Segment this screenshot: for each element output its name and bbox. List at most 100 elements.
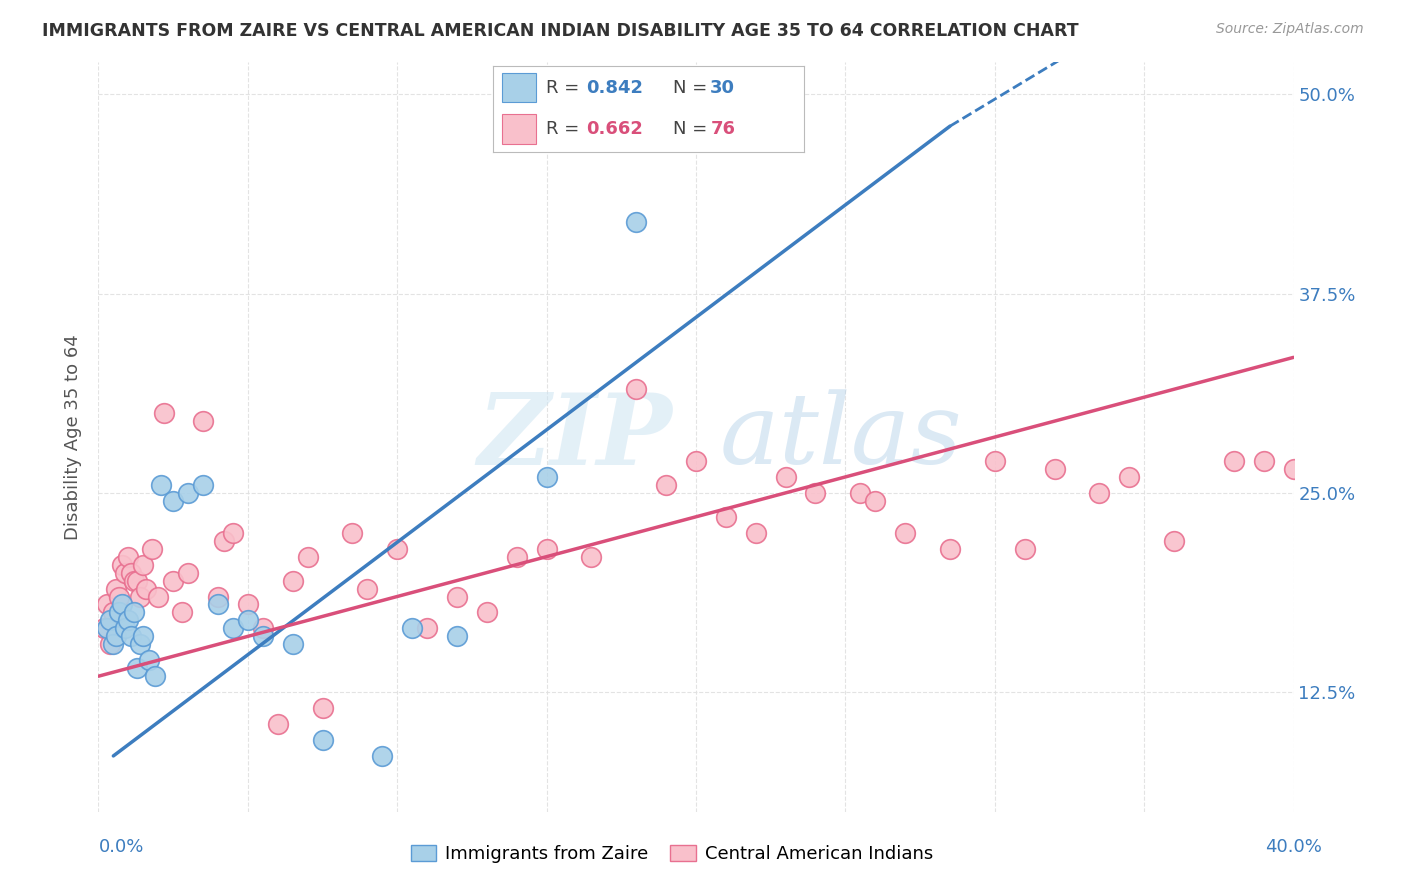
Point bbox=[120, 566, 142, 580]
Point bbox=[114, 621, 136, 635]
Point bbox=[281, 637, 304, 651]
Point bbox=[446, 629, 468, 643]
Point bbox=[111, 598, 134, 612]
Point bbox=[1088, 486, 1111, 500]
Point bbox=[150, 478, 173, 492]
Point bbox=[172, 606, 194, 620]
Point bbox=[162, 574, 184, 588]
Point bbox=[177, 486, 200, 500]
Point bbox=[191, 414, 214, 428]
Point bbox=[162, 493, 184, 508]
Point bbox=[1327, 382, 1350, 396]
Text: IMMIGRANTS FROM ZAIRE VS CENTRAL AMERICAN INDIAN DISABILITY AGE 35 TO 64 CORRELA: IMMIGRANTS FROM ZAIRE VS CENTRAL AMERICA… bbox=[42, 22, 1078, 40]
Point bbox=[117, 549, 139, 564]
Y-axis label: Disability Age 35 to 64: Disability Age 35 to 64 bbox=[65, 334, 83, 540]
Point bbox=[96, 598, 118, 612]
Point bbox=[984, 454, 1007, 468]
Text: 40.0%: 40.0% bbox=[1265, 838, 1322, 856]
Point bbox=[191, 478, 214, 492]
Point bbox=[536, 541, 558, 556]
Point bbox=[267, 717, 290, 731]
Point bbox=[138, 653, 160, 667]
Point bbox=[108, 606, 131, 620]
Point bbox=[385, 541, 409, 556]
Point bbox=[117, 614, 139, 628]
Point bbox=[626, 382, 648, 396]
Point bbox=[1253, 454, 1275, 468]
Point bbox=[98, 614, 122, 628]
Point bbox=[207, 590, 229, 604]
Point bbox=[124, 574, 146, 588]
Point bbox=[536, 470, 558, 484]
Point bbox=[148, 590, 170, 604]
Point bbox=[849, 486, 872, 500]
Point bbox=[1402, 470, 1406, 484]
Point bbox=[207, 598, 229, 612]
Point bbox=[311, 701, 333, 715]
Point bbox=[939, 541, 962, 556]
Point bbox=[93, 621, 115, 635]
Point bbox=[252, 629, 274, 643]
Point bbox=[745, 525, 768, 540]
Point bbox=[714, 509, 737, 524]
Point bbox=[775, 470, 797, 484]
Point bbox=[685, 454, 707, 468]
Point bbox=[111, 558, 134, 572]
Point bbox=[127, 661, 149, 675]
Text: 0.0%: 0.0% bbox=[98, 838, 143, 856]
Point bbox=[129, 637, 152, 651]
Point bbox=[105, 582, 128, 596]
Point bbox=[236, 598, 259, 612]
Point bbox=[96, 621, 118, 635]
Text: Source: ZipAtlas.com: Source: ZipAtlas.com bbox=[1216, 22, 1364, 37]
Point bbox=[177, 566, 200, 580]
Point bbox=[371, 748, 394, 763]
Point bbox=[127, 574, 149, 588]
Point bbox=[356, 582, 378, 596]
Point bbox=[105, 629, 128, 643]
Point bbox=[252, 621, 274, 635]
Point bbox=[124, 606, 146, 620]
Point bbox=[143, 669, 166, 683]
Point bbox=[416, 621, 439, 635]
Point bbox=[222, 525, 245, 540]
Point bbox=[655, 478, 678, 492]
Point bbox=[865, 493, 887, 508]
Point bbox=[212, 533, 235, 548]
Point bbox=[98, 637, 122, 651]
Point bbox=[297, 549, 319, 564]
Text: ZIP: ZIP bbox=[477, 389, 672, 485]
Point bbox=[132, 558, 155, 572]
Point bbox=[135, 582, 157, 596]
Point bbox=[108, 590, 131, 604]
Point bbox=[132, 629, 155, 643]
Point bbox=[506, 549, 529, 564]
Point bbox=[475, 606, 498, 620]
Point bbox=[1282, 462, 1305, 476]
Point bbox=[401, 621, 423, 635]
Point bbox=[114, 566, 136, 580]
Point bbox=[1014, 541, 1036, 556]
Point bbox=[1118, 470, 1140, 484]
Point bbox=[446, 590, 468, 604]
Point bbox=[894, 525, 917, 540]
Point bbox=[804, 486, 827, 500]
Point bbox=[120, 629, 142, 643]
Point bbox=[222, 621, 245, 635]
Point bbox=[1223, 454, 1246, 468]
Point bbox=[103, 637, 125, 651]
Point bbox=[311, 733, 333, 747]
Point bbox=[281, 574, 304, 588]
Text: atlas: atlas bbox=[720, 390, 963, 484]
Point bbox=[103, 606, 125, 620]
Point bbox=[626, 215, 648, 229]
Point bbox=[342, 525, 364, 540]
Point bbox=[1298, 367, 1320, 381]
Point bbox=[141, 541, 163, 556]
Point bbox=[1043, 462, 1066, 476]
Point bbox=[153, 406, 176, 420]
Point bbox=[236, 614, 259, 628]
Point bbox=[1372, 446, 1395, 460]
Point bbox=[581, 549, 603, 564]
Legend: Immigrants from Zaire, Central American Indians: Immigrants from Zaire, Central American … bbox=[404, 838, 941, 870]
